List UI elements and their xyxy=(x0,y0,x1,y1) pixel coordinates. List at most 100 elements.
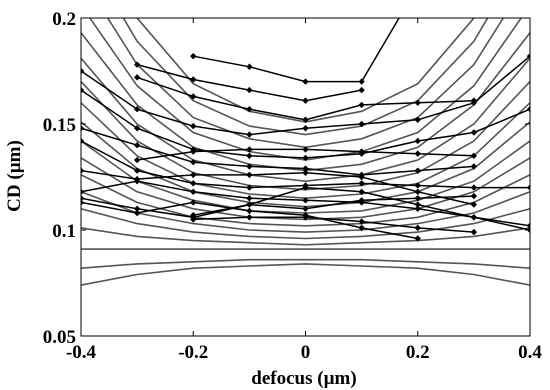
measured-line-7 xyxy=(81,127,474,176)
axis-ticks: -0.4 -0.2 0 0.2 0.4 0.05 0.1 0.15 0.2 xyxy=(43,9,543,363)
measured-point xyxy=(133,205,141,212)
measured-point xyxy=(190,122,197,130)
measured-point xyxy=(246,214,253,221)
measured-point xyxy=(133,105,141,113)
measured-point xyxy=(414,99,421,106)
measured-series-6 xyxy=(133,146,478,164)
measured-point xyxy=(190,93,197,100)
measured-point xyxy=(470,163,478,170)
y-axis-label: CD (µm) xyxy=(4,140,25,212)
measured-point xyxy=(470,184,478,191)
measured-point xyxy=(358,78,365,85)
measured-point xyxy=(470,192,478,200)
measured-point xyxy=(133,125,141,132)
measured-point xyxy=(190,211,197,219)
simulated-curve-4 xyxy=(81,227,530,246)
simulated-curve-2 xyxy=(81,258,530,269)
simulated-curves xyxy=(81,18,530,286)
measured-point xyxy=(133,209,141,217)
measured-point xyxy=(133,142,141,149)
measured-series-4 xyxy=(133,74,478,123)
measured-point xyxy=(190,216,197,223)
measured-point xyxy=(414,116,421,123)
x-tick-label: 0.4 xyxy=(518,342,542,363)
x-axis-label: defocus (µm) xyxy=(251,368,356,389)
measured-point xyxy=(246,105,253,113)
x-tick-label: -0.2 xyxy=(178,342,208,363)
measured-point xyxy=(526,222,530,229)
measured-line-11 xyxy=(81,195,474,219)
simulated-curve-1 xyxy=(81,263,530,286)
measured-point xyxy=(414,150,421,157)
measured-point xyxy=(358,197,365,204)
measured-point xyxy=(246,207,253,215)
x-tick-label: 0.2 xyxy=(406,342,430,363)
measured-point xyxy=(190,171,197,179)
measured-series-10 xyxy=(81,178,530,229)
x-tick-label: 0 xyxy=(301,342,311,363)
measured-point xyxy=(246,171,253,179)
measured-point xyxy=(302,125,309,132)
measured-point xyxy=(414,205,421,212)
measured-point xyxy=(81,125,85,132)
measured-point xyxy=(246,201,253,208)
y-tick-label: 0.2 xyxy=(52,9,76,30)
measured-point xyxy=(358,120,365,128)
measured-point xyxy=(246,152,253,159)
measured-line-9 xyxy=(81,169,475,206)
measured-point xyxy=(414,201,421,208)
measured-point xyxy=(358,86,365,94)
measured-point xyxy=(358,218,365,225)
measured-point xyxy=(81,67,85,75)
measured-point xyxy=(81,188,85,196)
measured-point xyxy=(246,163,253,170)
measured-point xyxy=(190,188,197,196)
measured-point xyxy=(302,78,309,85)
measured-point xyxy=(302,184,309,191)
measured-series-11 xyxy=(81,192,478,221)
measured-point xyxy=(246,63,253,70)
simulated-curve-7 xyxy=(81,174,530,227)
measured-series-2 xyxy=(133,61,365,104)
measured-line-1 xyxy=(193,18,400,83)
measured-point xyxy=(414,167,421,174)
measured-point xyxy=(190,76,197,83)
measured-point xyxy=(526,184,530,191)
y-tick-label: 0.05 xyxy=(43,327,76,348)
measured-point xyxy=(358,180,365,187)
measured-point xyxy=(81,167,85,174)
measured-point xyxy=(246,184,253,191)
measured-series-3 xyxy=(81,52,530,138)
measured-point xyxy=(414,235,421,242)
measured-point xyxy=(133,167,141,174)
measured-point xyxy=(190,52,197,60)
measured-point xyxy=(246,131,253,138)
measured-series-1 xyxy=(190,18,400,85)
measured-point xyxy=(190,148,197,155)
measured-point xyxy=(246,86,253,94)
measured-line-13 xyxy=(193,216,474,233)
measured-point xyxy=(133,74,141,81)
y-tick-label: 0.15 xyxy=(43,115,76,136)
measured-point xyxy=(414,188,421,196)
measured-point xyxy=(302,154,309,162)
measured-point xyxy=(302,169,309,176)
measured-point xyxy=(358,173,365,181)
measured-curves xyxy=(81,18,530,242)
measured-point xyxy=(470,228,478,236)
measured-point xyxy=(302,116,309,123)
measured-point xyxy=(358,188,365,196)
measured-point xyxy=(358,101,365,109)
measured-point xyxy=(302,165,309,172)
measured-point xyxy=(81,86,85,94)
measured-point xyxy=(81,137,85,145)
measured-point xyxy=(190,158,197,166)
measured-series-7 xyxy=(81,125,478,179)
measured-point xyxy=(414,195,421,202)
measured-point xyxy=(358,224,365,232)
x-tick-label: -0.4 xyxy=(66,342,97,363)
measured-point xyxy=(470,129,478,136)
measured-point xyxy=(81,199,85,206)
measured-point xyxy=(414,182,421,189)
measured-point xyxy=(302,197,309,204)
